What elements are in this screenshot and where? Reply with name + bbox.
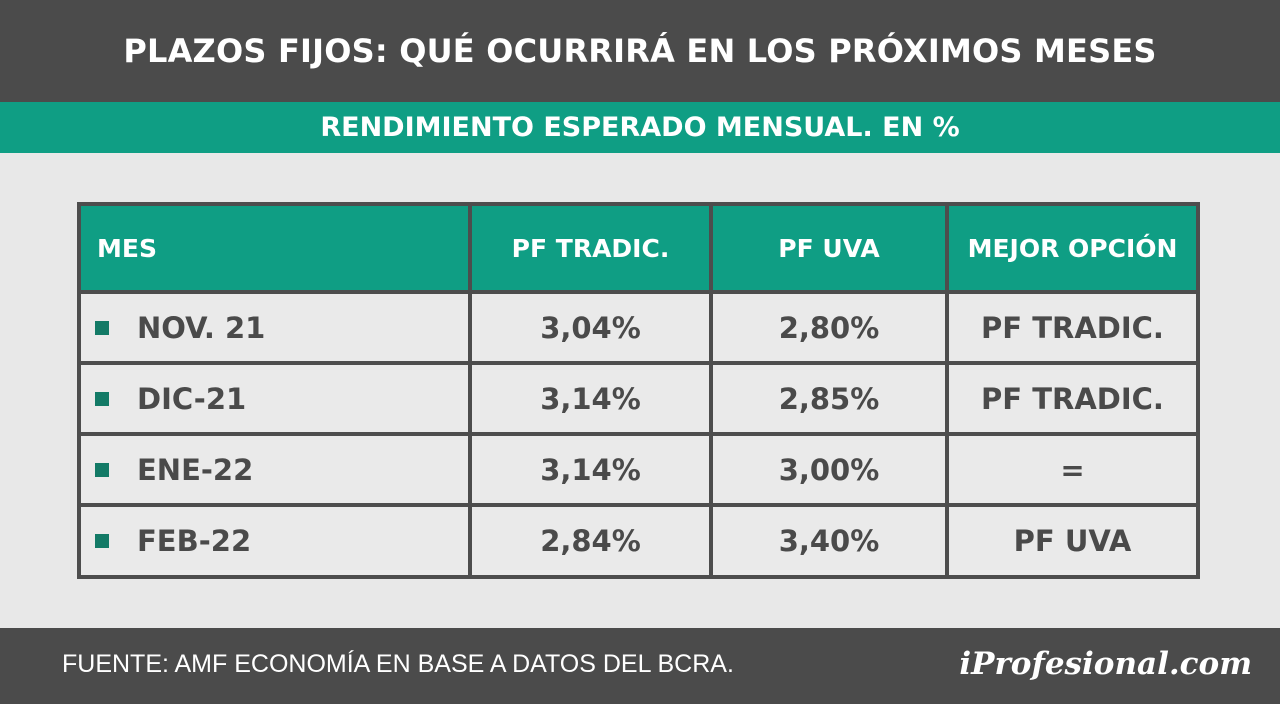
- header-cell-pf-uva: PF UVA: [713, 206, 945, 290]
- footer-bar: FUENTE: AMF ECONOMÍA EN BASE A DATOS DEL…: [0, 628, 1280, 704]
- header-cell-pf-tradic: PF TRADIC.: [472, 206, 709, 290]
- table-cell-mes: DIC-21: [81, 365, 468, 432]
- table-cell-pf-uva: 3,40%: [713, 507, 945, 575]
- header-cell-mejor-opcion: MEJOR OPCIÓN: [949, 206, 1196, 290]
- table-cell-pf-uva: 2,80%: [713, 294, 945, 361]
- subtitle-bar: RENDIMIENTO ESPERADO MENSUAL. EN %: [0, 102, 1280, 153]
- page-subtitle: RENDIMIENTO ESPERADO MENSUAL. EN %: [320, 112, 960, 143]
- table-cell-pf-tradic: 2,84%: [472, 507, 709, 575]
- brand-logo: iProfesional.com: [959, 646, 1252, 682]
- table-cell-pf-uva: 2,85%: [713, 365, 945, 432]
- square-bullet-icon: [95, 462, 109, 477]
- header-bar: PLAZOS FIJOS: QUÉ OCURRIRÁ EN LOS PRÓXIM…: [0, 0, 1280, 102]
- row-label: FEB-22: [137, 524, 252, 558]
- row-label: DIC-21: [137, 381, 247, 416]
- data-table: MES PF TRADIC. PF UVA MEJOR OPCIÓN NOV. 21 3,…: [77, 202, 1200, 579]
- table-cell-mes: NOV. 21: [81, 294, 468, 361]
- square-bullet-icon: [95, 320, 109, 335]
- source-note: FUENTE: AMF ECONOMÍA EN BASE A DATOS DEL…: [62, 650, 734, 678]
- table-cell-pf-uva: 3,00%: [713, 436, 945, 503]
- table-cell-mejor-opcion: =: [949, 436, 1196, 503]
- table-cell-pf-tradic: 3,14%: [472, 436, 709, 503]
- square-bullet-icon: [95, 391, 109, 406]
- header-cell-mes: MES: [81, 206, 468, 290]
- table-cell-pf-tradic: 3,04%: [472, 294, 709, 361]
- table-cell-mes: FEB-22: [81, 507, 468, 575]
- table-cell-mes: ENE-22: [81, 436, 468, 503]
- table-cell-mejor-opcion: PF TRADIC.: [949, 294, 1196, 361]
- table-cell-mejor-opcion: PF TRADIC.: [949, 365, 1196, 432]
- page-title: PLAZOS FIJOS: QUÉ OCURRIRÁ EN LOS PRÓXIM…: [123, 32, 1157, 70]
- table-cell-pf-tradic: 3,14%: [472, 365, 709, 432]
- square-bullet-icon: [95, 534, 109, 548]
- row-label: NOV. 21: [137, 310, 266, 345]
- row-label: ENE-22: [137, 452, 254, 487]
- table-cell-mejor-opcion: PF UVA: [949, 507, 1196, 575]
